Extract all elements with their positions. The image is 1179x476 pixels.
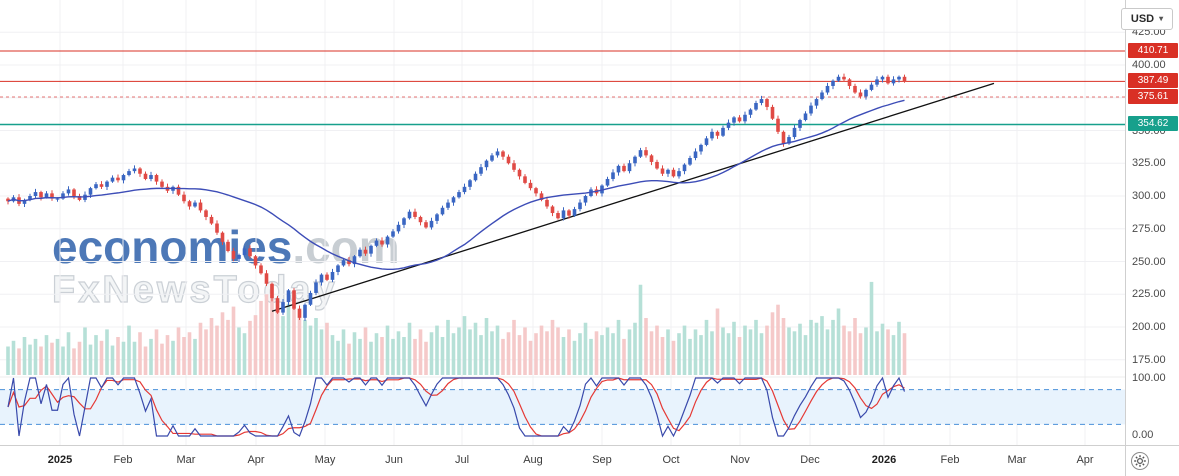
price-axis-label: 300.00: [1132, 190, 1166, 202]
time-axis-label: 2025: [47, 454, 73, 466]
price-axis-label: 400.00: [1132, 59, 1166, 71]
price-level-badge: 410.71: [1128, 42, 1178, 58]
price-axis-label: 250.00: [1132, 255, 1166, 268]
time-axis-label: Jul: [454, 454, 470, 466]
time-axis-label: Jun: [385, 454, 403, 466]
price-axis-label: 225.00: [1132, 288, 1166, 301]
time-axis-label: May: [314, 454, 336, 466]
price-axis[interactable]: 425.00400.00350.00325.00300.00275.00250.…: [1125, 0, 1179, 445]
price-axis-label: 200.00: [1132, 321, 1166, 333]
time-axis-label: Mar: [176, 454, 196, 466]
price-level-badge: 387.49: [1128, 73, 1178, 89]
time-axis-label: Dec: [800, 454, 820, 466]
oscillator-axis-label: 100.00: [1132, 372, 1166, 384]
price-axis-label: 175.00: [1132, 353, 1166, 366]
time-axis-label: Apr: [247, 454, 265, 466]
time-axis-label: Feb: [940, 454, 960, 466]
time-axis-label: Feb: [113, 454, 133, 466]
time-axis-label: Nov: [730, 454, 750, 466]
oscillator-axis-label: 0.00: [1132, 429, 1154, 441]
time-axis-label: Sep: [592, 454, 612, 466]
time-axis[interactable]: 2025 Feb Mar Apr May Jun Jul Aug Sep Oct Nov Dec 202…: [0, 445, 1125, 476]
time-axis-label: Mar: [1007, 454, 1027, 466]
time-axis-label: Oct: [662, 454, 680, 466]
axis-corner: [1125, 445, 1179, 476]
time-axis-label: Apr: [1076, 454, 1094, 466]
time-axis-label: 2026: [871, 454, 897, 466]
price-axis-label: 275.00: [1132, 222, 1166, 235]
price-level-badge: 375.61: [1128, 88, 1178, 104]
price-axis-label: 325.00: [1132, 157, 1166, 170]
price-chart-canvas[interactable]: [0, 0, 1125, 445]
time-axis-label: Aug: [523, 454, 543, 466]
price-level-badge: 354.62: [1128, 116, 1178, 132]
settings-gear-icon[interactable]: [1130, 451, 1150, 471]
currency-selector[interactable]: USD ▾: [1121, 8, 1173, 30]
currency-selector-label: USD: [1130, 13, 1155, 25]
chevron-down-icon: ▾: [1159, 14, 1164, 23]
